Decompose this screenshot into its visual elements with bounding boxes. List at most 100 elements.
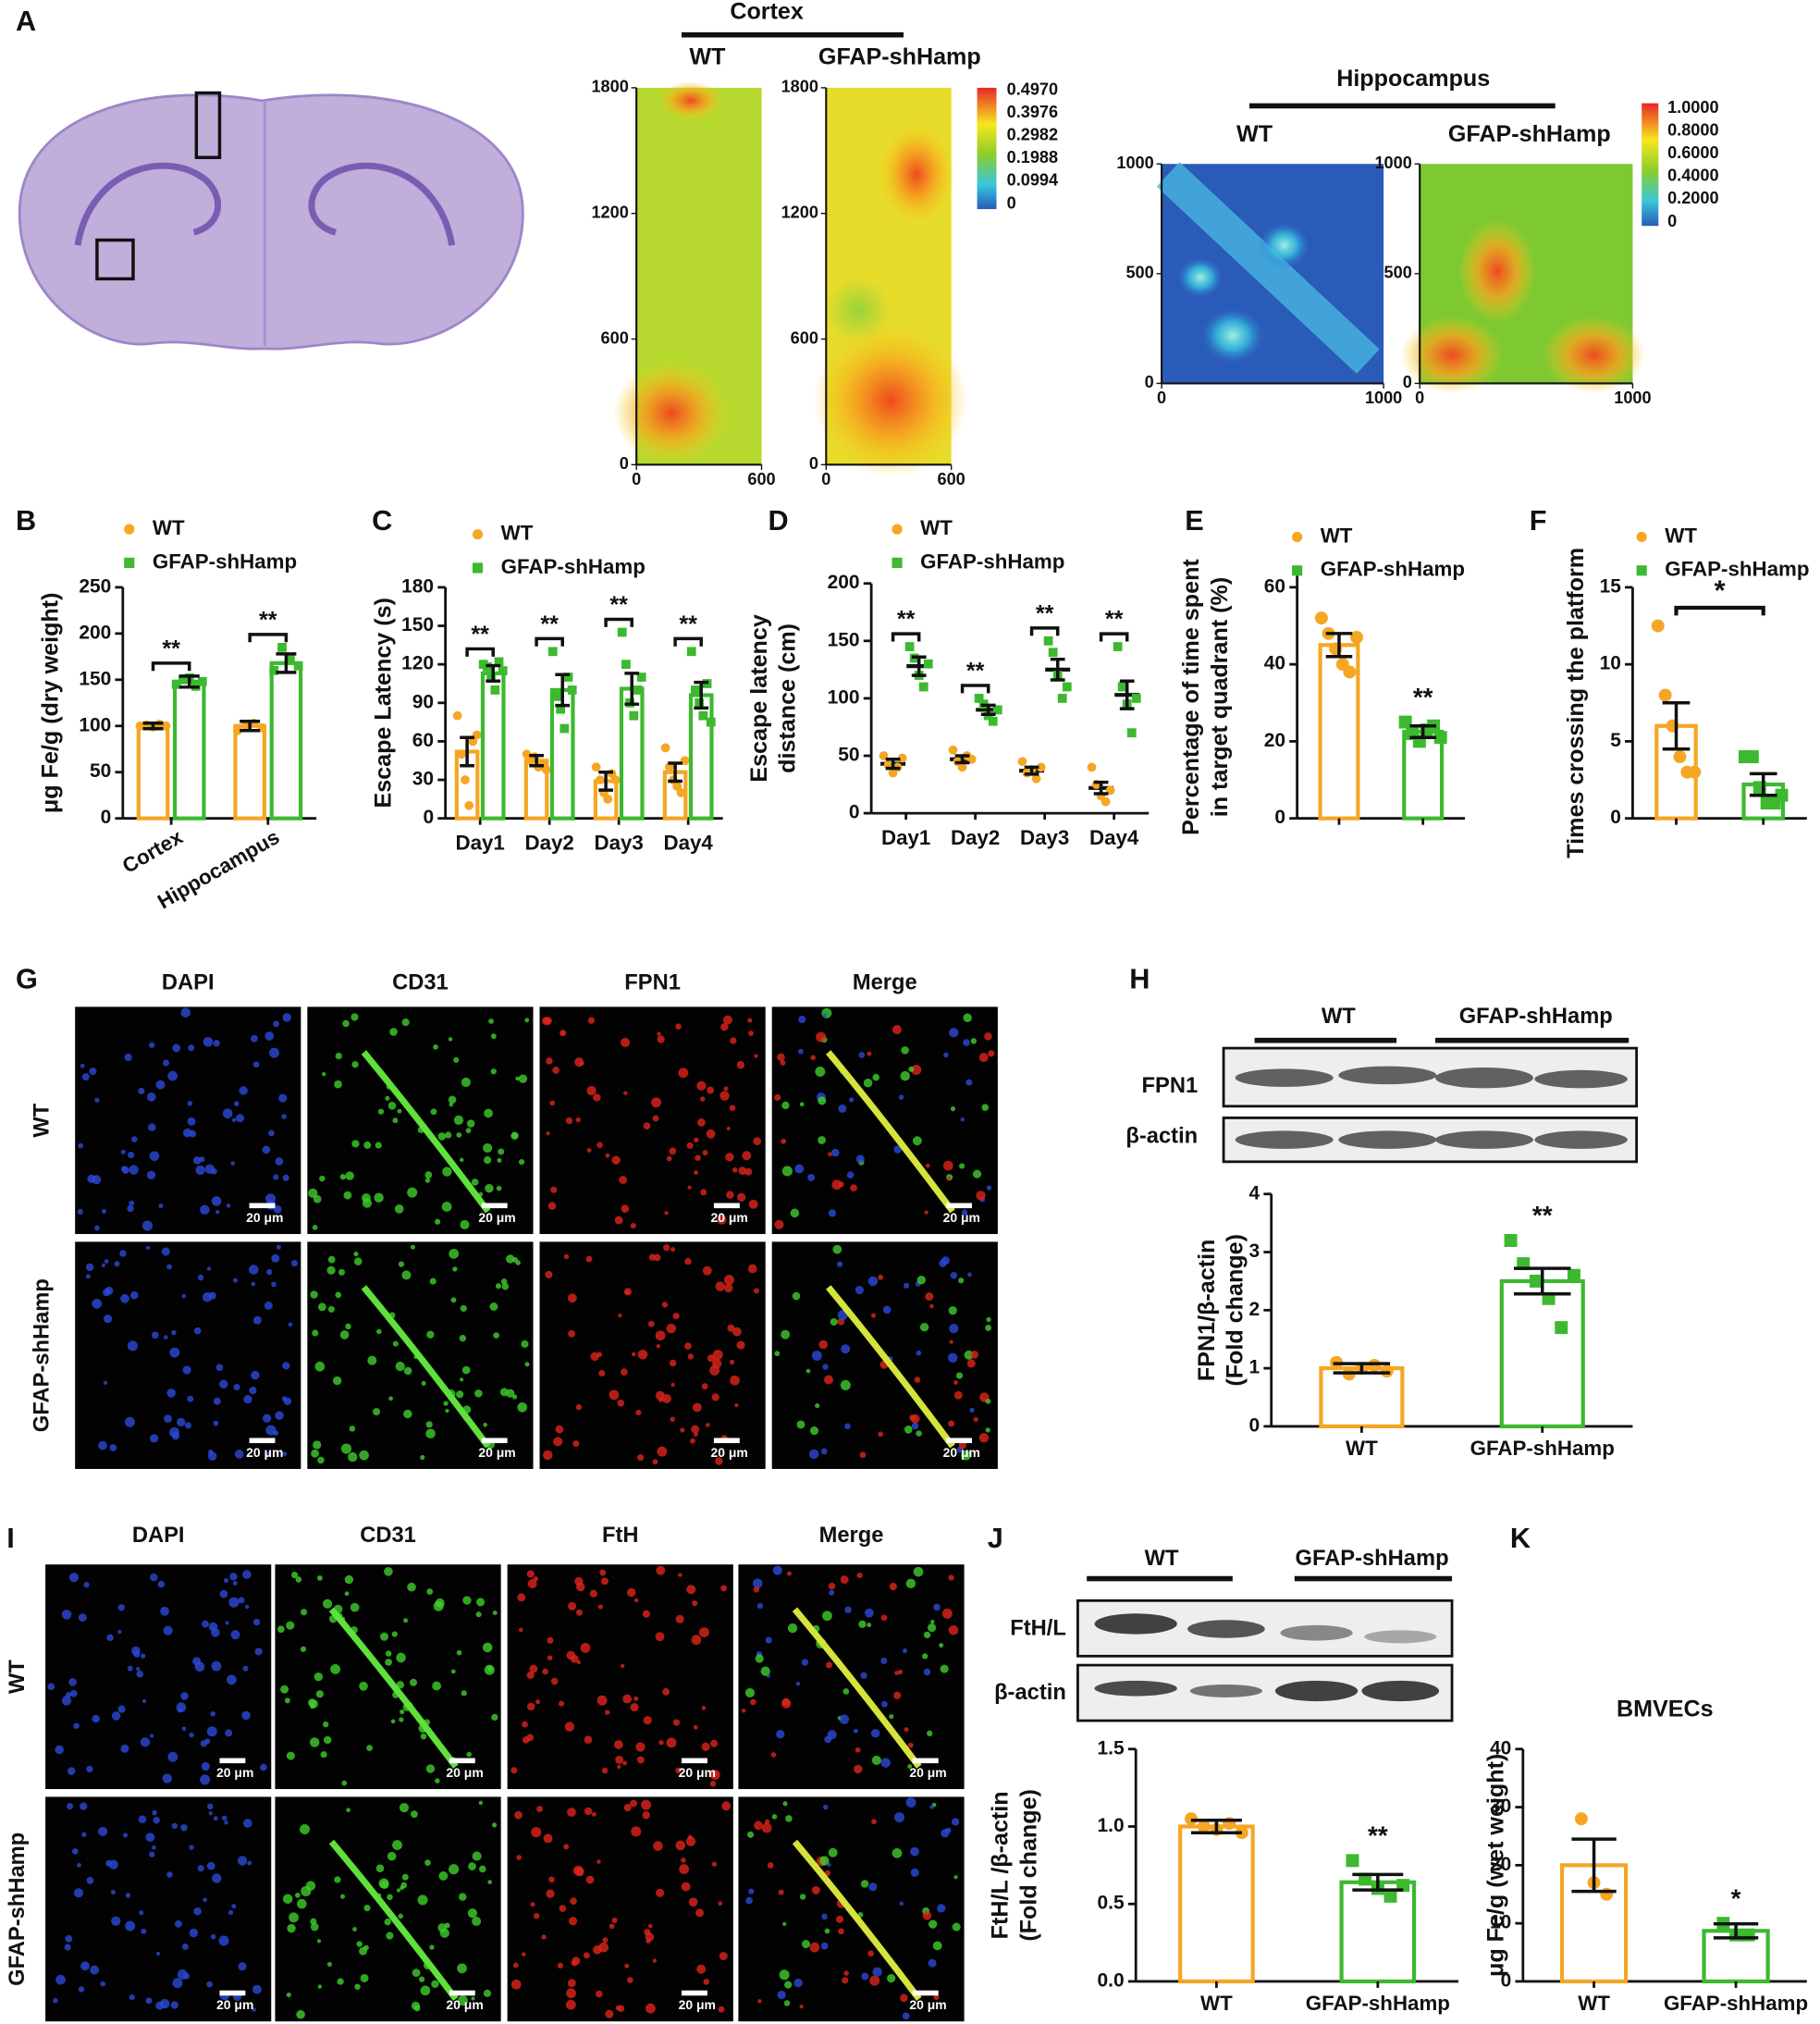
cell (424, 1171, 433, 1179)
scale-bar (912, 1758, 939, 1764)
cell (380, 1880, 389, 1889)
cell (262, 1145, 271, 1154)
cell (407, 1187, 418, 1198)
cell (948, 1574, 954, 1581)
cell (984, 1032, 992, 1041)
vessel (361, 1050, 491, 1214)
cell (248, 1265, 259, 1275)
cell (146, 1092, 156, 1102)
label: H (1129, 963, 1150, 995)
cell (104, 1259, 109, 1264)
cell (692, 1402, 702, 1413)
cell (130, 1136, 138, 1142)
cell (952, 1922, 961, 1931)
cell (68, 1573, 80, 1583)
cell (327, 1305, 335, 1313)
cell (125, 1893, 131, 1898)
cell (163, 1335, 168, 1339)
cell (782, 1921, 787, 1926)
cell (273, 1204, 282, 1214)
cell (685, 1836, 696, 1846)
cell (193, 1907, 202, 1916)
label: 20 μm (446, 1765, 483, 1780)
cell (734, 1403, 739, 1408)
label: CD31 (360, 1524, 416, 1548)
cell (80, 1802, 88, 1810)
micrograph (507, 1796, 733, 2022)
cell (878, 1274, 884, 1280)
cell (842, 1688, 850, 1695)
cell (985, 1325, 992, 1331)
cell (486, 1665, 493, 1672)
cell (655, 1632, 665, 1642)
cell (204, 1164, 215, 1174)
cell (642, 1811, 650, 1820)
cell (359, 1682, 368, 1691)
cell (521, 1339, 529, 1348)
cell (443, 1401, 449, 1406)
cell (296, 2009, 305, 2019)
cell (461, 1690, 467, 1697)
cell (375, 1864, 385, 1872)
label: 0.2000 (1667, 189, 1718, 207)
point (461, 775, 470, 784)
cell (434, 1218, 441, 1225)
point (233, 725, 242, 735)
cell (798, 1016, 806, 1024)
cell (953, 1875, 958, 1880)
label: WT (501, 522, 534, 545)
error-bar (624, 672, 640, 706)
point (1433, 731, 1447, 745)
cell (794, 1164, 805, 1174)
cell (158, 1203, 164, 1209)
cell (928, 1919, 938, 1929)
cell (741, 1709, 746, 1713)
cell (94, 1225, 100, 1231)
cell (385, 1650, 392, 1657)
cell (484, 1108, 493, 1118)
cell (106, 1634, 114, 1642)
cell (178, 1709, 182, 1713)
cell (64, 1944, 71, 1951)
cell (756, 1602, 764, 1610)
cell (353, 1257, 363, 1265)
point (1346, 1854, 1359, 1868)
cell (543, 1833, 553, 1844)
error-bar (694, 680, 709, 710)
cell (840, 1575, 849, 1585)
cell (653, 1253, 661, 1262)
cell (675, 1767, 682, 1774)
cell (81, 1832, 87, 1837)
error-bar (1662, 701, 1691, 751)
cell (656, 1565, 666, 1575)
error-bar (598, 770, 613, 792)
cell (222, 1108, 233, 1118)
cell (738, 1166, 747, 1176)
cell (547, 1202, 557, 1210)
cell (645, 2003, 656, 2014)
cell (501, 1282, 510, 1290)
cell (694, 1137, 699, 1143)
cell (658, 1739, 664, 1746)
scale-bar (713, 1203, 740, 1209)
cell (859, 1451, 867, 1459)
cell (898, 1094, 904, 1100)
label: 0 (1145, 373, 1154, 391)
cell (661, 1302, 669, 1308)
error-bar (1409, 724, 1436, 739)
label: 20 μm (679, 1997, 716, 2012)
cell (872, 1073, 879, 1081)
cell (720, 1022, 729, 1031)
error-bar (1190, 1819, 1242, 1834)
cell (125, 1920, 136, 1931)
cell (928, 1958, 937, 1968)
label: WT (1321, 524, 1353, 547)
label: DAPI (132, 1524, 185, 1548)
cell (418, 1976, 425, 1982)
cell (380, 1632, 388, 1641)
cell (580, 1643, 591, 1653)
cell (910, 1413, 920, 1424)
point (486, 673, 497, 682)
cell (301, 1885, 312, 1897)
point (629, 710, 639, 721)
